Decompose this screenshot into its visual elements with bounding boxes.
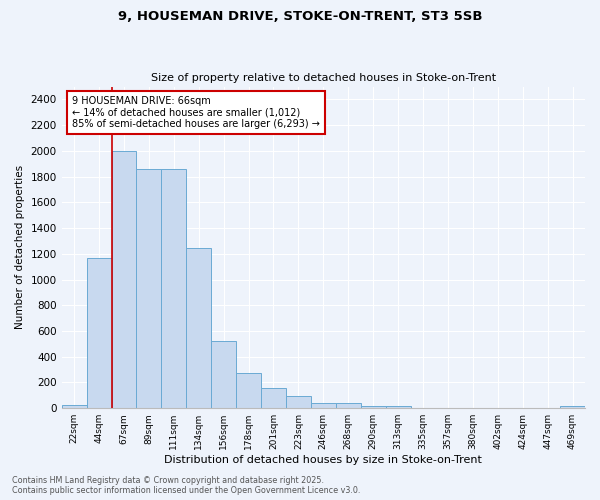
Bar — [211, 342, 236, 408]
Bar — [186, 248, 211, 408]
Bar — [161, 169, 186, 408]
Title: Size of property relative to detached houses in Stoke-on-Trent: Size of property relative to detached ho… — [151, 73, 496, 83]
Bar — [261, 388, 286, 408]
Bar — [361, 406, 386, 408]
Bar — [236, 373, 261, 408]
Y-axis label: Number of detached properties: Number of detached properties — [15, 166, 25, 330]
Bar — [560, 406, 585, 408]
Bar — [336, 403, 361, 408]
Text: Contains HM Land Registry data © Crown copyright and database right 2025.
Contai: Contains HM Land Registry data © Crown c… — [12, 476, 361, 495]
Text: 9, HOUSEMAN DRIVE, STOKE-ON-TRENT, ST3 5SB: 9, HOUSEMAN DRIVE, STOKE-ON-TRENT, ST3 5… — [118, 10, 482, 23]
Bar — [112, 151, 136, 408]
Bar — [86, 258, 112, 408]
Text: 9 HOUSEMAN DRIVE: 66sqm
← 14% of detached houses are smaller (1,012)
85% of semi: 9 HOUSEMAN DRIVE: 66sqm ← 14% of detache… — [72, 96, 320, 130]
Bar — [286, 396, 311, 408]
Bar — [386, 406, 410, 408]
Bar — [136, 169, 161, 408]
Bar — [311, 403, 336, 408]
X-axis label: Distribution of detached houses by size in Stoke-on-Trent: Distribution of detached houses by size … — [164, 455, 482, 465]
Bar — [62, 404, 86, 408]
